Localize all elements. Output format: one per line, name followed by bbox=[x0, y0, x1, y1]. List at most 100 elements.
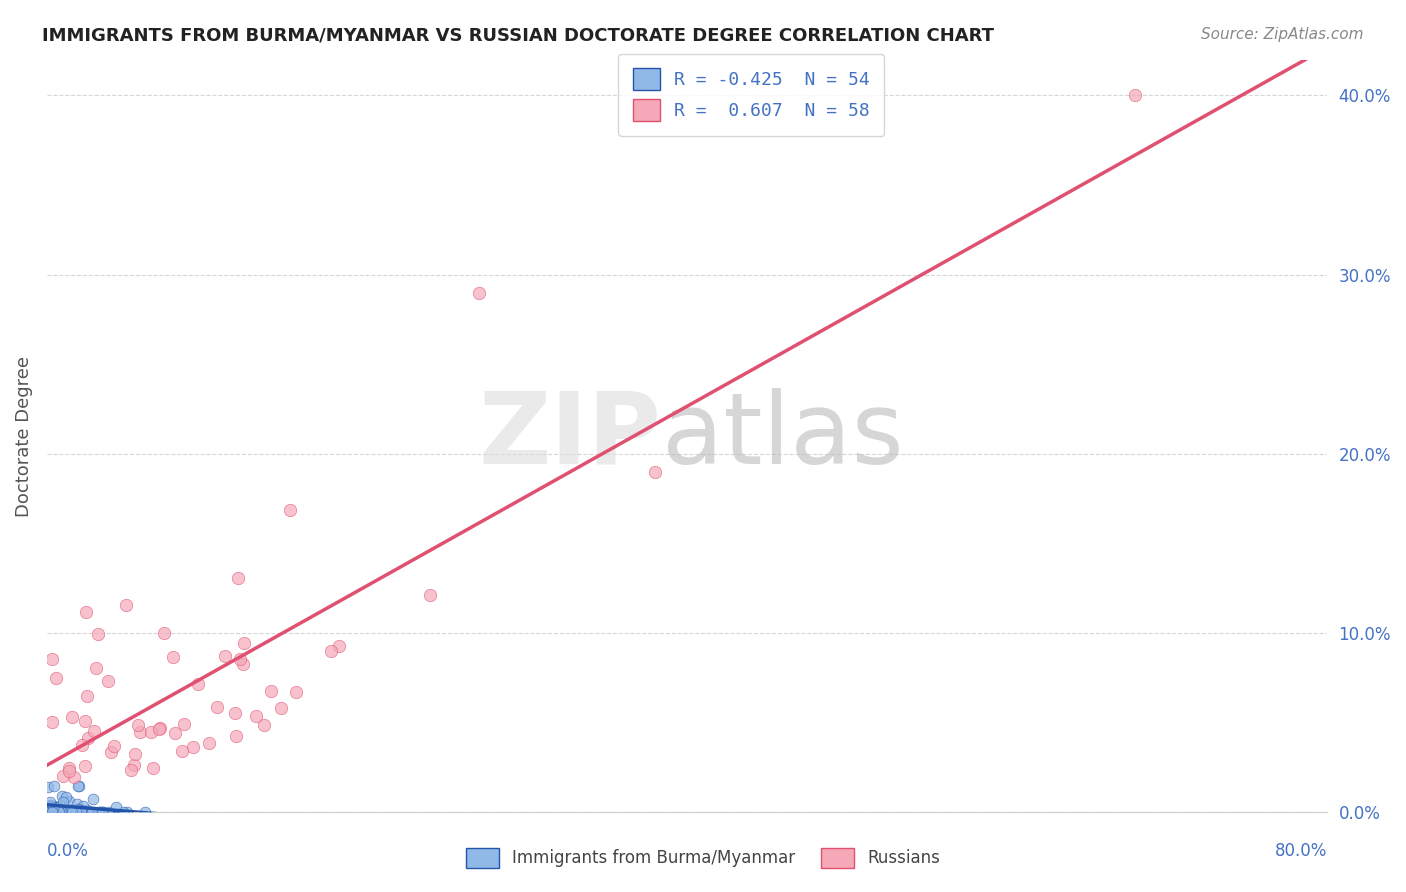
Point bbox=[63, 770, 86, 784]
Point bbox=[231, 657, 253, 672]
Point bbox=[66, 802, 89, 816]
Point bbox=[149, 721, 172, 735]
Point bbox=[76, 805, 98, 819]
Point bbox=[65, 805, 87, 819]
Point bbox=[58, 793, 80, 807]
Point bbox=[41, 805, 63, 819]
Point bbox=[89, 805, 111, 819]
Point bbox=[66, 797, 89, 812]
Point bbox=[53, 804, 76, 818]
Point bbox=[124, 747, 146, 761]
Point bbox=[41, 801, 63, 815]
Point bbox=[60, 805, 83, 819]
Point bbox=[84, 661, 107, 675]
Point bbox=[328, 640, 350, 654]
Point bbox=[73, 714, 96, 728]
Point bbox=[59, 803, 82, 817]
Point bbox=[55, 789, 77, 804]
Point bbox=[37, 780, 59, 794]
Point bbox=[37, 805, 59, 819]
Point bbox=[91, 805, 114, 819]
Point bbox=[49, 805, 72, 819]
Point bbox=[225, 729, 247, 743]
Point bbox=[60, 710, 83, 724]
Point bbox=[39, 800, 62, 814]
Point bbox=[75, 759, 97, 773]
Point bbox=[229, 652, 252, 666]
Point bbox=[48, 805, 70, 819]
Point bbox=[122, 758, 145, 772]
Point bbox=[260, 684, 283, 698]
Legend: Immigrants from Burma/Myanmar, Russians: Immigrants from Burma/Myanmar, Russians bbox=[460, 841, 946, 875]
Point bbox=[67, 779, 90, 793]
Point bbox=[48, 805, 70, 819]
Point bbox=[245, 708, 267, 723]
Point bbox=[51, 789, 73, 803]
Text: IMMIGRANTS FROM BURMA/MYANMAR VS RUSSIAN DOCTORATE DEGREE CORRELATION CHART: IMMIGRANTS FROM BURMA/MYANMAR VS RUSSIAN… bbox=[42, 27, 994, 45]
Point bbox=[141, 725, 163, 739]
Point bbox=[72, 798, 94, 813]
Point bbox=[224, 706, 246, 721]
Point bbox=[163, 726, 186, 740]
Point bbox=[226, 572, 249, 586]
Point bbox=[1123, 88, 1146, 103]
Legend: R = -0.425  N = 54, R =  0.607  N = 58: R = -0.425 N = 54, R = 0.607 N = 58 bbox=[619, 54, 884, 136]
Text: Source: ZipAtlas.com: Source: ZipAtlas.com bbox=[1201, 27, 1364, 42]
Text: 80.0%: 80.0% bbox=[1275, 842, 1327, 860]
Y-axis label: Doctorate Degree: Doctorate Degree bbox=[15, 356, 32, 516]
Point bbox=[76, 731, 98, 745]
Point bbox=[42, 779, 65, 793]
Point bbox=[83, 805, 105, 819]
Point bbox=[76, 803, 98, 817]
Point bbox=[76, 689, 98, 703]
Point bbox=[129, 724, 152, 739]
Point bbox=[45, 671, 67, 685]
Point bbox=[73, 805, 96, 819]
Point bbox=[205, 700, 228, 714]
Point bbox=[252, 718, 274, 732]
Point bbox=[46, 802, 69, 816]
Point bbox=[198, 735, 221, 749]
Point bbox=[152, 626, 174, 640]
Point bbox=[69, 803, 91, 817]
Point bbox=[44, 804, 66, 818]
Point bbox=[115, 805, 138, 819]
Point bbox=[112, 805, 135, 819]
Point bbox=[104, 800, 127, 814]
Point bbox=[52, 769, 75, 783]
Point bbox=[468, 285, 491, 300]
Text: atlas: atlas bbox=[662, 387, 903, 484]
Point bbox=[58, 761, 80, 775]
Point bbox=[173, 717, 195, 731]
Point bbox=[39, 798, 62, 813]
Point bbox=[120, 764, 142, 778]
Point bbox=[134, 805, 156, 819]
Point bbox=[321, 644, 343, 658]
Point bbox=[93, 805, 115, 819]
Point bbox=[278, 502, 301, 516]
Point bbox=[83, 724, 105, 739]
Point bbox=[41, 805, 63, 819]
Point bbox=[42, 798, 65, 813]
Point bbox=[187, 677, 209, 691]
Point bbox=[75, 605, 97, 619]
Point bbox=[100, 745, 122, 759]
Point bbox=[162, 649, 184, 664]
Point bbox=[644, 465, 666, 479]
Point bbox=[285, 685, 308, 699]
Point bbox=[181, 740, 204, 755]
Point bbox=[419, 588, 441, 602]
Point bbox=[59, 805, 82, 819]
Point bbox=[89, 805, 111, 819]
Point bbox=[41, 652, 63, 666]
Point bbox=[60, 805, 83, 819]
Point bbox=[80, 805, 103, 819]
Point bbox=[127, 717, 149, 731]
Point bbox=[52, 795, 75, 809]
Point bbox=[270, 700, 292, 714]
Point bbox=[82, 792, 104, 806]
Point bbox=[98, 805, 121, 819]
Point bbox=[46, 799, 69, 814]
Point bbox=[148, 722, 170, 736]
Point bbox=[38, 797, 60, 812]
